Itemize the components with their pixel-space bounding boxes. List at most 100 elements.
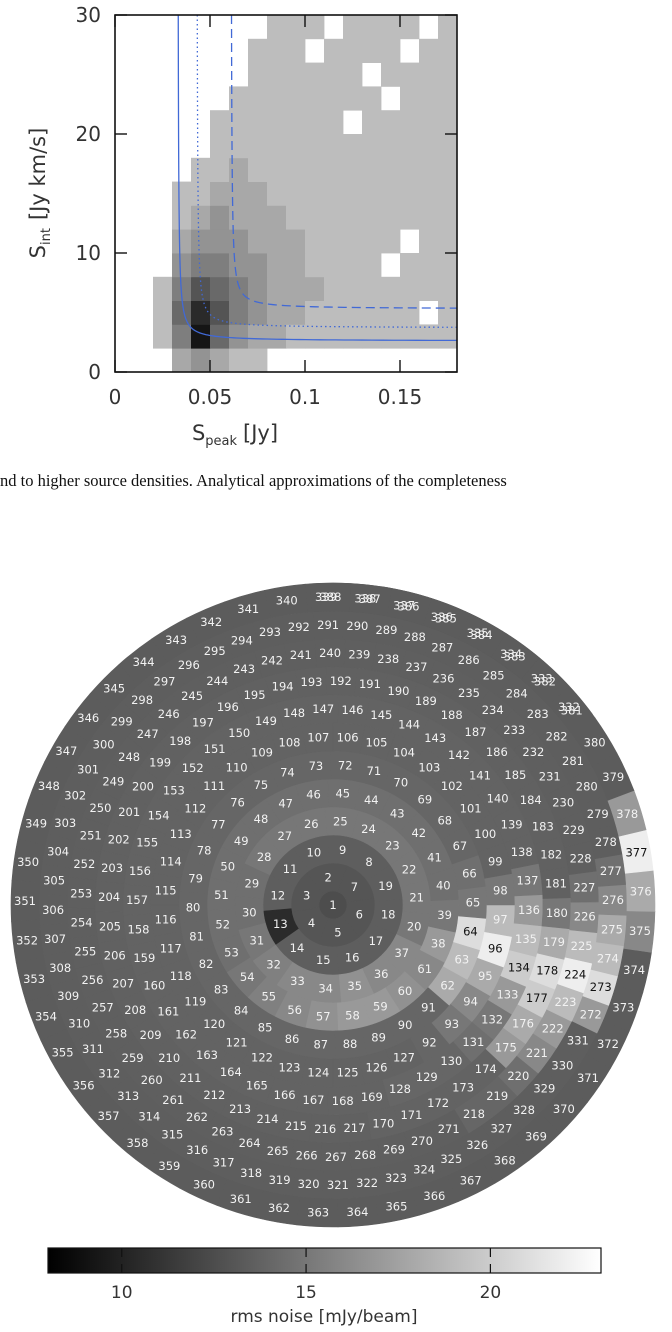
tile-label: 372 bbox=[597, 1037, 619, 1051]
histogram-cell bbox=[191, 63, 210, 87]
histogram-cell bbox=[267, 300, 287, 325]
tile-label: 54 bbox=[240, 970, 255, 984]
tile-label: 212 bbox=[203, 1088, 225, 1102]
tile-label: 263 bbox=[212, 1124, 234, 1138]
histogram-cell bbox=[305, 62, 325, 87]
tile-label: 147 bbox=[312, 702, 334, 716]
histogram-cell bbox=[343, 86, 363, 111]
histogram-cell bbox=[153, 276, 173, 301]
x-label-main: S bbox=[192, 421, 205, 445]
tile-label: 96 bbox=[488, 941, 503, 955]
tile-label: 353 bbox=[23, 972, 45, 986]
histogram-cell bbox=[419, 324, 439, 349]
histogram-cell bbox=[210, 276, 230, 301]
y-axis-label: Sint [Jy km/s] bbox=[26, 128, 54, 259]
histogram-cell bbox=[191, 157, 211, 182]
tile-label: 297 bbox=[154, 674, 176, 688]
tile-label: 119 bbox=[184, 994, 206, 1008]
histogram-cell bbox=[248, 253, 268, 278]
histogram-cell bbox=[343, 205, 363, 230]
tile-label: 52 bbox=[215, 917, 230, 931]
tile-label: 148 bbox=[283, 706, 305, 720]
histogram-cell bbox=[210, 300, 230, 325]
tile-label: 158 bbox=[128, 922, 150, 936]
tile-label: 240 bbox=[319, 646, 341, 660]
histogram-cell bbox=[400, 181, 420, 206]
tile-label: 156 bbox=[129, 864, 151, 878]
histogram-cell bbox=[210, 253, 230, 278]
histogram-cell bbox=[229, 110, 249, 135]
histogram-cell bbox=[191, 110, 210, 134]
tile-label: 83 bbox=[214, 982, 229, 996]
tile-label: 77 bbox=[211, 818, 226, 832]
histogram-cell bbox=[153, 15, 172, 39]
tile-label: 129 bbox=[416, 1070, 438, 1084]
tile-label: 316 bbox=[186, 1143, 208, 1157]
tile-label: 45 bbox=[335, 786, 350, 800]
tile-label: 295 bbox=[204, 644, 226, 658]
histogram-cell bbox=[153, 134, 172, 158]
tile-label: 344 bbox=[133, 655, 155, 669]
tile-label: 68 bbox=[437, 814, 452, 828]
histogram-cell bbox=[286, 253, 306, 278]
tile-label: 221 bbox=[526, 1046, 548, 1060]
histogram-cell bbox=[381, 134, 401, 159]
histogram-cell bbox=[324, 181, 344, 206]
tile-label: 265 bbox=[267, 1144, 289, 1158]
tile-label: 298 bbox=[131, 693, 153, 707]
histogram-cell bbox=[286, 86, 306, 111]
tile-label: 98 bbox=[493, 883, 508, 897]
tile-label: 276 bbox=[602, 893, 624, 907]
tile-label: 201 bbox=[118, 805, 140, 819]
tile-label: 192 bbox=[330, 674, 352, 688]
histogram-cell bbox=[248, 157, 268, 182]
tile-label: 75 bbox=[254, 778, 269, 792]
y-tick-label: 30 bbox=[76, 3, 101, 27]
histogram-cell bbox=[248, 62, 268, 87]
tile-label: 11 bbox=[283, 862, 298, 876]
tile-label: 41 bbox=[427, 851, 442, 865]
histogram-cell bbox=[153, 158, 172, 182]
tile-label: 232 bbox=[522, 745, 544, 759]
tile-label: 184 bbox=[520, 793, 542, 807]
histogram-cell bbox=[248, 324, 268, 349]
tile-label: 230 bbox=[552, 796, 574, 810]
histogram-cell bbox=[267, 348, 286, 372]
tile-label: 320 bbox=[298, 1177, 320, 1191]
histogram-cell bbox=[267, 324, 287, 349]
tile-label: 200 bbox=[132, 779, 154, 793]
tile-label: 281 bbox=[562, 754, 584, 768]
tile-label: 229 bbox=[563, 823, 585, 837]
histogram-cell bbox=[248, 300, 268, 325]
tile-label: 181 bbox=[545, 877, 567, 891]
tile-label: 258 bbox=[105, 1027, 127, 1041]
histogram-cell bbox=[419, 110, 439, 135]
tile-label: 341 bbox=[237, 602, 259, 616]
tile-label: 66 bbox=[462, 867, 477, 881]
tile-label: 29 bbox=[245, 876, 260, 890]
tile-label: 92 bbox=[422, 1036, 437, 1050]
tile-label: 381 bbox=[561, 703, 583, 717]
histogram-cell bbox=[343, 253, 363, 278]
tile-label: 85 bbox=[258, 1020, 273, 1034]
tile-label: 166 bbox=[274, 1088, 296, 1102]
tile-label: 346 bbox=[77, 711, 99, 725]
tile-label: 8 bbox=[365, 855, 372, 869]
tile-label: 387 bbox=[359, 592, 381, 606]
tile-label: 227 bbox=[573, 880, 595, 894]
tile-label: 289 bbox=[375, 623, 397, 637]
tile-label: 334 bbox=[500, 647, 522, 661]
histogram-cell bbox=[286, 62, 306, 87]
histogram-cell bbox=[362, 157, 382, 182]
tile-label: 284 bbox=[506, 687, 528, 701]
tile-label: 93 bbox=[444, 1017, 459, 1031]
tile-label: 6 bbox=[356, 908, 363, 922]
histogram-cell bbox=[210, 63, 229, 87]
histogram-cell bbox=[324, 38, 344, 63]
tile-label: 102 bbox=[441, 779, 463, 793]
tile-label: 323 bbox=[385, 1171, 407, 1185]
histogram-cell bbox=[248, 181, 268, 206]
tile-label: 179 bbox=[543, 935, 565, 949]
histogram-cell bbox=[267, 86, 287, 111]
tile-label: 175 bbox=[495, 1040, 517, 1054]
